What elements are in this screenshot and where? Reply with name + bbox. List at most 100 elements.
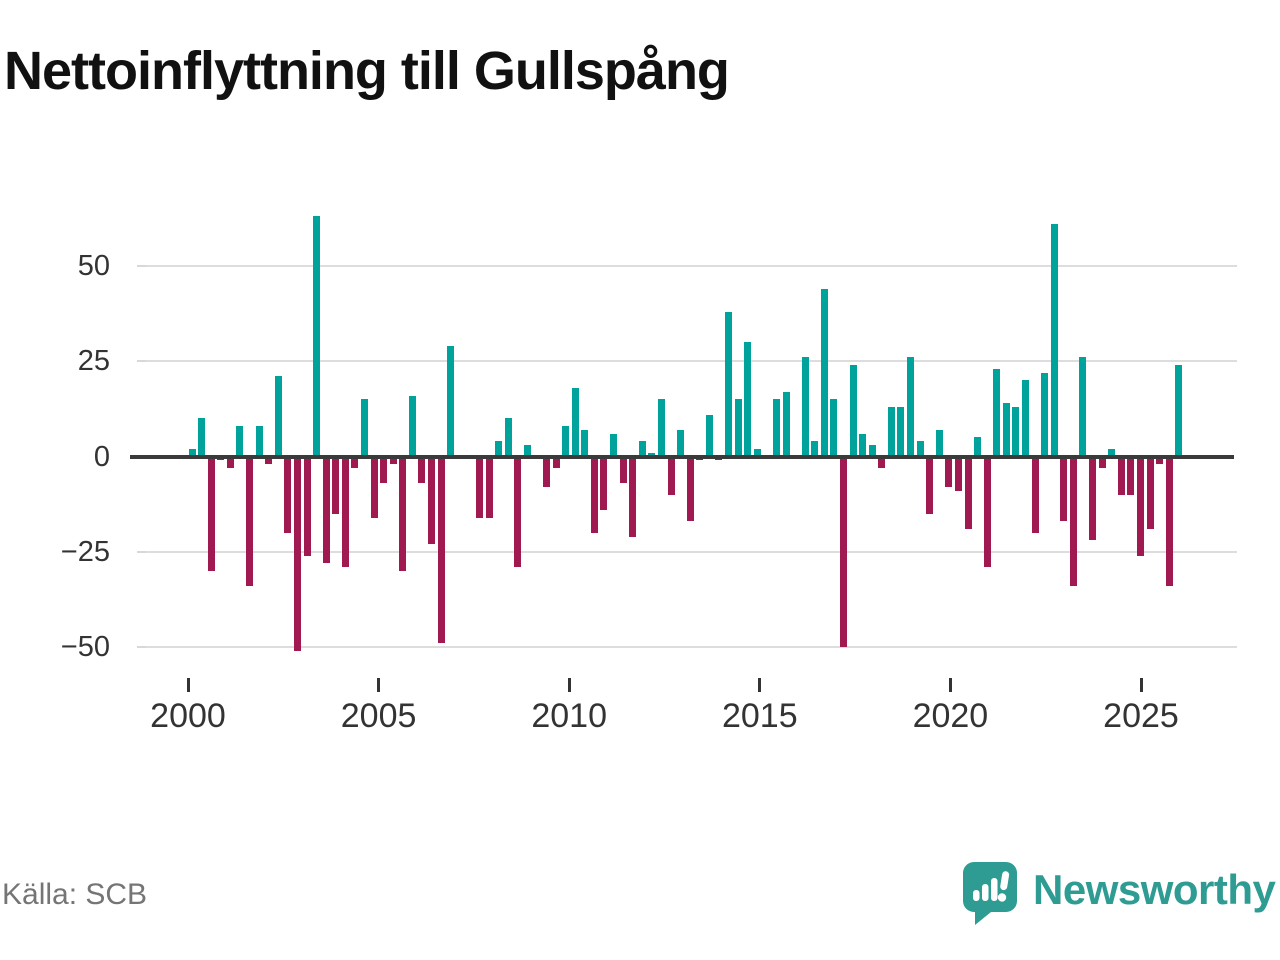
bar-2017-Q2 <box>849 365 857 457</box>
bar-2005-Q4 <box>408 395 416 457</box>
bar-2005-Q3 <box>399 456 407 571</box>
bar-2003-Q1 <box>303 456 311 556</box>
bar-2008-Q1 <box>495 441 503 457</box>
bar-2021-Q1 <box>993 368 1001 457</box>
bar-2011-Q4 <box>638 441 646 457</box>
y-axis-label: 50 <box>77 249 110 282</box>
bar-2010-Q2 <box>581 429 589 457</box>
bar-2015-Q2 <box>772 399 780 457</box>
x-axis-tick <box>377 678 381 692</box>
bar-2023-Q4 <box>1098 456 1106 468</box>
bar-2021-Q3 <box>1012 406 1020 457</box>
bar-2023-Q3 <box>1089 456 1096 541</box>
bar-2008-Q2 <box>504 418 512 457</box>
gridline <box>140 264 1237 267</box>
bar-2024-Q1 <box>1108 448 1116 457</box>
bar-2000-Q3 <box>207 456 215 571</box>
bar-2017-Q1 <box>839 456 847 648</box>
bar-2005-Q1 <box>380 456 388 484</box>
y-axis-tick <box>137 550 146 553</box>
bar-2018-Q3 <box>897 406 905 457</box>
y-axis-label: −25 <box>60 535 110 568</box>
bar-2014-Q4 <box>753 448 761 457</box>
bar-2014-Q2 <box>734 399 742 457</box>
bar-2008-Q4 <box>523 445 531 457</box>
bar-2010-Q1 <box>571 387 579 457</box>
brand-name: Newsworthy <box>1033 866 1276 913</box>
y-axis-tick <box>137 646 146 649</box>
bar-2014-Q1 <box>725 311 732 457</box>
bar-2006-Q3 <box>437 456 445 644</box>
gridline <box>140 360 1237 363</box>
bar-2006-Q1 <box>418 456 426 484</box>
x-axis-label: 2005 <box>340 697 417 735</box>
bar-2019-Q4 <box>945 456 953 487</box>
bar-2025-Q3 <box>1165 456 1173 587</box>
bar-2016-Q1 <box>801 357 809 457</box>
bar-2016-Q3 <box>820 288 828 457</box>
bar-2021-Q4 <box>1022 380 1029 457</box>
bar-2004-Q3 <box>360 399 368 457</box>
bar-2012-Q4 <box>677 429 685 457</box>
bar-2017-Q4 <box>868 445 876 457</box>
x-axis-tick <box>1139 678 1143 692</box>
bar-2005-Q2 <box>389 456 397 465</box>
bar-2024-Q3 <box>1127 456 1135 495</box>
bar-2001-Q2 <box>236 426 244 457</box>
bar-2001-Q3 <box>246 456 253 587</box>
bar-2002-Q3 <box>284 456 292 533</box>
bar-2025-Q2 <box>1156 456 1164 465</box>
bar-2017-Q3 <box>859 433 867 457</box>
bar-2022-Q4 <box>1060 456 1068 522</box>
bar-2002-Q1 <box>265 456 273 465</box>
bar-2009-Q3 <box>552 456 560 468</box>
bar-2002-Q4 <box>293 456 301 651</box>
gridline <box>140 550 1237 553</box>
x-axis-label: 2020 <box>912 697 989 735</box>
bar-2007-Q3 <box>475 456 483 518</box>
bar-2020-Q1 <box>954 456 962 491</box>
y-axis-tick <box>137 360 146 363</box>
bar-chart-speech-bubble-icon <box>961 860 1019 926</box>
bar-2012-Q3 <box>667 456 675 495</box>
x-axis-label: 2015 <box>721 697 798 735</box>
gridline <box>140 646 1237 649</box>
bar-2024-Q2 <box>1117 456 1125 495</box>
x-axis-tick <box>567 678 571 692</box>
bar-2003-Q3 <box>322 456 330 564</box>
bar-2016-Q2 <box>811 441 819 457</box>
bar-2000-Q1 <box>188 448 196 457</box>
bar-2023-Q2 <box>1079 357 1087 457</box>
bar-2006-Q4 <box>447 345 455 457</box>
bar-2023-Q1 <box>1069 456 1077 587</box>
bar-2003-Q4 <box>332 456 340 514</box>
y-axis-label: 25 <box>77 345 110 378</box>
x-axis-label: 2010 <box>531 697 607 735</box>
bar-2001-Q4 <box>255 426 263 457</box>
bar-2007-Q4 <box>485 456 493 518</box>
source-note: Källa: SCB <box>2 878 148 911</box>
bar-2025-Q1 <box>1146 456 1154 529</box>
bar-2002-Q2 <box>274 376 282 457</box>
bar-2022-Q2 <box>1041 372 1049 457</box>
bar-2021-Q2 <box>1002 403 1010 457</box>
y-axis-label: −50 <box>60 631 110 664</box>
bar-2019-Q2 <box>926 456 934 514</box>
bar-2004-Q4 <box>370 456 378 518</box>
x-axis-zero-line <box>130 454 1234 459</box>
bar-2013-Q3 <box>705 414 713 457</box>
bar-2003-Q2 <box>313 216 320 457</box>
bar-2020-Q2 <box>964 456 972 529</box>
x-axis-label: 2025 <box>1103 697 1179 735</box>
bar-2011-Q1 <box>610 433 617 457</box>
bar-2019-Q1 <box>916 441 924 457</box>
bar-2011-Q2 <box>619 456 627 484</box>
x-axis-tick <box>758 678 762 692</box>
bar-2022-Q3 <box>1050 223 1058 457</box>
bar-2010-Q4 <box>600 456 608 510</box>
bar-2022-Q1 <box>1031 456 1039 533</box>
bar-2004-Q2 <box>351 456 359 468</box>
bar-2018-Q2 <box>887 406 895 457</box>
bar-2018-Q4 <box>907 357 914 457</box>
